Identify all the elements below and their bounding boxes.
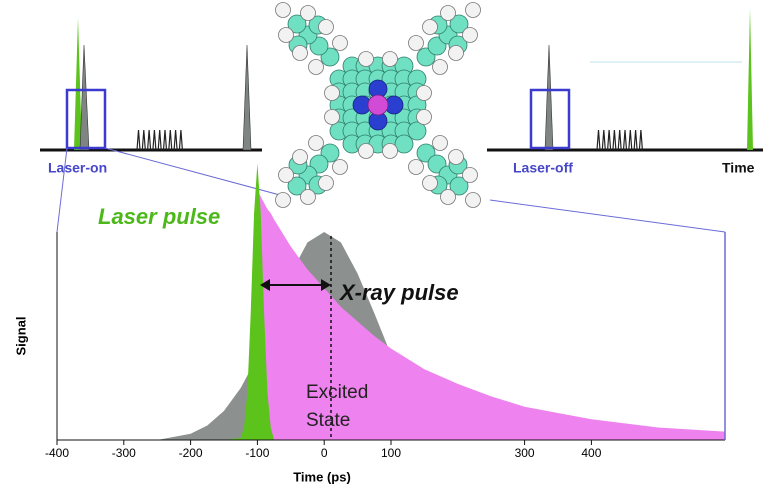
atom [319, 20, 334, 35]
atom [301, 190, 316, 205]
atom [333, 36, 348, 51]
pulse-train [137, 130, 182, 150]
atom [409, 160, 424, 175]
atom [441, 6, 456, 21]
xray-peak [545, 45, 553, 150]
atom [279, 28, 294, 43]
xray-peak [243, 45, 251, 150]
inset-label: Laser-off [513, 160, 573, 176]
atom [325, 110, 340, 125]
atom [276, 3, 291, 18]
y-axis-label: Signal [13, 316, 28, 355]
train-pulse [602, 130, 605, 150]
atom [466, 193, 481, 208]
train-pulse [153, 130, 156, 150]
train-pulse [164, 130, 167, 150]
x-tick-label: -300 [112, 446, 136, 460]
annotation: X-ray pulse [338, 280, 459, 305]
atom [333, 160, 348, 175]
train-pulse [629, 130, 632, 150]
train-pulse [613, 130, 616, 150]
atom [463, 28, 478, 43]
zoom-line [105, 148, 291, 198]
atom [417, 86, 432, 101]
train-pulse [179, 130, 182, 150]
train-pulse [597, 130, 600, 150]
train-pulse [624, 130, 627, 150]
x-tick-label: -200 [179, 446, 203, 460]
x-tick-label: -400 [45, 446, 69, 460]
pulse-train [597, 130, 642, 150]
laser-peak [747, 8, 753, 150]
annotation: Excited [306, 382, 368, 403]
atom [309, 60, 324, 75]
atom [359, 144, 374, 159]
annotation: Laser pulse [98, 204, 220, 229]
x-tick-label: 400 [581, 446, 601, 460]
train-pulse [158, 130, 161, 150]
atom [433, 60, 448, 75]
inset-label: Laser-on [48, 160, 107, 176]
atom [409, 36, 424, 51]
atom [319, 176, 334, 191]
atom [463, 168, 478, 183]
x-tick-label: 300 [515, 446, 535, 460]
atom [359, 52, 374, 67]
atom [309, 136, 324, 151]
annotation: State [306, 410, 350, 431]
atom [433, 136, 448, 151]
atom [449, 150, 464, 165]
train-pulse [639, 130, 642, 150]
train-pulse [148, 130, 151, 150]
atom [325, 86, 340, 101]
atom [383, 52, 398, 67]
atom [466, 3, 481, 18]
x-tick-label: 100 [381, 446, 401, 460]
train-pulse [608, 130, 611, 150]
train-pulse [142, 130, 145, 150]
x-tick-label: 0 [321, 446, 328, 460]
atom [293, 46, 308, 61]
atom [441, 190, 456, 205]
atom [449, 46, 464, 61]
x-tick-label: -100 [245, 446, 269, 460]
atom [293, 150, 308, 165]
xray-peak [80, 45, 89, 150]
train-pulse [634, 130, 637, 150]
atom [301, 6, 316, 21]
train-pulse [169, 130, 172, 150]
train-pulse [174, 130, 177, 150]
zoom-line [490, 200, 725, 232]
atom [417, 110, 432, 125]
molecule [276, 3, 481, 208]
atom [383, 144, 398, 159]
atom [276, 193, 291, 208]
metal-atom [368, 95, 388, 115]
inset-label: Time [722, 160, 755, 176]
atom [423, 20, 438, 35]
atom [279, 168, 294, 183]
figure: Laser-on Laser-off Time -400 -300 -200 -100… [0, 0, 769, 489]
train-pulse [618, 130, 621, 150]
atom [423, 176, 438, 191]
train-pulse [137, 130, 140, 150]
x-axis-label: Time (ps) [293, 469, 351, 484]
